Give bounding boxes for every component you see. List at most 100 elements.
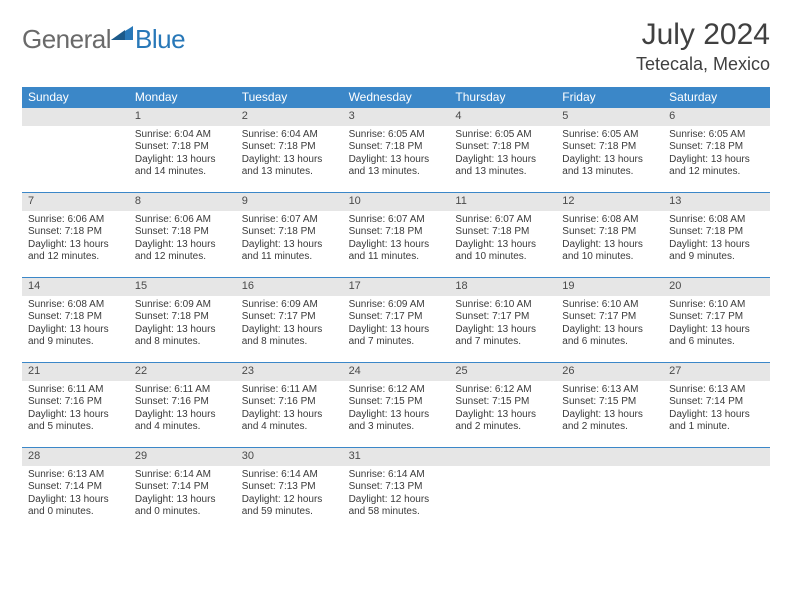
weekday-monday: Monday (129, 87, 236, 107)
weekday-friday: Friday (556, 87, 663, 107)
date-number: 16 (236, 278, 343, 296)
sunrise-line: Sunrise: 6:05 AM (669, 129, 764, 142)
calendar-cell: 17Sunrise: 6:09 AMSunset: 7:17 PMDayligh… (343, 278, 450, 362)
cell-body: Sunrise: 6:10 AMSunset: 7:17 PMDaylight:… (663, 296, 770, 355)
cell-body: Sunrise: 6:10 AMSunset: 7:17 PMDaylight:… (449, 296, 556, 355)
brand-text-general: General (22, 24, 111, 55)
cell-body: Sunrise: 6:09 AMSunset: 7:18 PMDaylight:… (129, 296, 236, 355)
sunrise-line: Sunrise: 6:13 AM (669, 384, 764, 397)
daylight-line: Daylight: 13 hours and 0 minutes. (135, 494, 230, 519)
daylight-line: Daylight: 13 hours and 4 minutes. (242, 409, 337, 434)
sunset-line: Sunset: 7:18 PM (669, 141, 764, 154)
calendar-cell: 16Sunrise: 6:09 AMSunset: 7:17 PMDayligh… (236, 278, 343, 362)
date-number: 6 (663, 108, 770, 126)
daylight-line: Daylight: 12 hours and 58 minutes. (349, 494, 444, 519)
calendar-cell (663, 448, 770, 532)
sunrise-line: Sunrise: 6:14 AM (349, 469, 444, 482)
sunrise-line: Sunrise: 6:07 AM (455, 214, 550, 227)
cell-body: Sunrise: 6:14 AMSunset: 7:14 PMDaylight:… (129, 466, 236, 525)
date-number: 26 (556, 363, 663, 381)
sunset-line: Sunset: 7:18 PM (455, 226, 550, 239)
daylight-line: Daylight: 13 hours and 12 minutes. (135, 239, 230, 264)
sunset-line: Sunset: 7:18 PM (349, 141, 444, 154)
sunrise-line: Sunrise: 6:12 AM (349, 384, 444, 397)
calendar-week: 21Sunrise: 6:11 AMSunset: 7:16 PMDayligh… (22, 362, 770, 447)
sunset-line: Sunset: 7:18 PM (135, 226, 230, 239)
calendar-week: 28Sunrise: 6:13 AMSunset: 7:14 PMDayligh… (22, 447, 770, 532)
sunset-line: Sunset: 7:15 PM (455, 396, 550, 409)
daylight-line: Daylight: 13 hours and 7 minutes. (455, 324, 550, 349)
daylight-line: Daylight: 13 hours and 5 minutes. (28, 409, 123, 434)
sunrise-line: Sunrise: 6:11 AM (28, 384, 123, 397)
cell-body: Sunrise: 6:12 AMSunset: 7:15 PMDaylight:… (343, 381, 450, 440)
calendar-cell: 23Sunrise: 6:11 AMSunset: 7:16 PMDayligh… (236, 363, 343, 447)
daylight-line: Daylight: 13 hours and 10 minutes. (562, 239, 657, 264)
sunset-line: Sunset: 7:14 PM (669, 396, 764, 409)
daylight-line: Daylight: 13 hours and 10 minutes. (455, 239, 550, 264)
date-number: 31 (343, 448, 450, 466)
sunset-line: Sunset: 7:16 PM (135, 396, 230, 409)
sunset-line: Sunset: 7:17 PM (349, 311, 444, 324)
cell-body: Sunrise: 6:05 AMSunset: 7:18 PMDaylight:… (556, 126, 663, 185)
sunset-line: Sunset: 7:18 PM (562, 141, 657, 154)
date-number: 4 (449, 108, 556, 126)
calendar-week: 7Sunrise: 6:06 AMSunset: 7:18 PMDaylight… (22, 192, 770, 277)
date-number: 15 (129, 278, 236, 296)
date-number: 30 (236, 448, 343, 466)
date-number: 27 (663, 363, 770, 381)
daylight-line: Daylight: 13 hours and 9 minutes. (28, 324, 123, 349)
weekday-tuesday: Tuesday (236, 87, 343, 107)
calendar-cell: 24Sunrise: 6:12 AMSunset: 7:15 PMDayligh… (343, 363, 450, 447)
date-number: 8 (129, 193, 236, 211)
date-number (449, 448, 556, 466)
sunrise-line: Sunrise: 6:07 AM (349, 214, 444, 227)
sunset-line: Sunset: 7:18 PM (135, 311, 230, 324)
cell-body: Sunrise: 6:13 AMSunset: 7:15 PMDaylight:… (556, 381, 663, 440)
date-number: 1 (129, 108, 236, 126)
daylight-line: Daylight: 13 hours and 13 minutes. (562, 154, 657, 179)
calendar-cell: 18Sunrise: 6:10 AMSunset: 7:17 PMDayligh… (449, 278, 556, 362)
daylight-line: Daylight: 13 hours and 6 minutes. (669, 324, 764, 349)
date-number (22, 108, 129, 126)
calendar-cell (22, 108, 129, 192)
calendar-cell: 12Sunrise: 6:08 AMSunset: 7:18 PMDayligh… (556, 193, 663, 277)
sunset-line: Sunset: 7:15 PM (349, 396, 444, 409)
sunset-line: Sunset: 7:13 PM (349, 481, 444, 494)
calendar: Sunday Monday Tuesday Wednesday Thursday… (22, 87, 770, 532)
cell-body: Sunrise: 6:06 AMSunset: 7:18 PMDaylight:… (22, 211, 129, 270)
sunset-line: Sunset: 7:18 PM (562, 226, 657, 239)
sunrise-line: Sunrise: 6:07 AM (242, 214, 337, 227)
date-number: 11 (449, 193, 556, 211)
daylight-line: Daylight: 13 hours and 6 minutes. (562, 324, 657, 349)
cell-body: Sunrise: 6:04 AMSunset: 7:18 PMDaylight:… (129, 126, 236, 185)
sunset-line: Sunset: 7:14 PM (135, 481, 230, 494)
sunset-line: Sunset: 7:13 PM (242, 481, 337, 494)
calendar-cell: 22Sunrise: 6:11 AMSunset: 7:16 PMDayligh… (129, 363, 236, 447)
date-number: 2 (236, 108, 343, 126)
sunset-line: Sunset: 7:18 PM (455, 141, 550, 154)
date-number: 23 (236, 363, 343, 381)
date-number: 20 (663, 278, 770, 296)
daylight-line: Daylight: 13 hours and 12 minutes. (28, 239, 123, 264)
calendar-cell: 1Sunrise: 6:04 AMSunset: 7:18 PMDaylight… (129, 108, 236, 192)
cell-body: Sunrise: 6:05 AMSunset: 7:18 PMDaylight:… (343, 126, 450, 185)
calendar-cell: 26Sunrise: 6:13 AMSunset: 7:15 PMDayligh… (556, 363, 663, 447)
date-number: 28 (22, 448, 129, 466)
cell-body: Sunrise: 6:08 AMSunset: 7:18 PMDaylight:… (556, 211, 663, 270)
calendar-cell: 25Sunrise: 6:12 AMSunset: 7:15 PMDayligh… (449, 363, 556, 447)
cell-body: Sunrise: 6:07 AMSunset: 7:18 PMDaylight:… (343, 211, 450, 270)
cell-body: Sunrise: 6:14 AMSunset: 7:13 PMDaylight:… (236, 466, 343, 525)
sunrise-line: Sunrise: 6:05 AM (455, 129, 550, 142)
date-number (663, 448, 770, 466)
cell-body: Sunrise: 6:13 AMSunset: 7:14 PMDaylight:… (22, 466, 129, 525)
brand-text-blue: Blue (135, 24, 185, 55)
date-number: 25 (449, 363, 556, 381)
cell-body: Sunrise: 6:12 AMSunset: 7:15 PMDaylight:… (449, 381, 556, 440)
sunset-line: Sunset: 7:18 PM (669, 226, 764, 239)
weekday-header: Sunday Monday Tuesday Wednesday Thursday… (22, 87, 770, 107)
sunrise-line: Sunrise: 6:08 AM (562, 214, 657, 227)
calendar-cell: 10Sunrise: 6:07 AMSunset: 7:18 PMDayligh… (343, 193, 450, 277)
month-title: July 2024 (636, 18, 770, 52)
sunrise-line: Sunrise: 6:14 AM (135, 469, 230, 482)
daylight-line: Daylight: 13 hours and 8 minutes. (135, 324, 230, 349)
